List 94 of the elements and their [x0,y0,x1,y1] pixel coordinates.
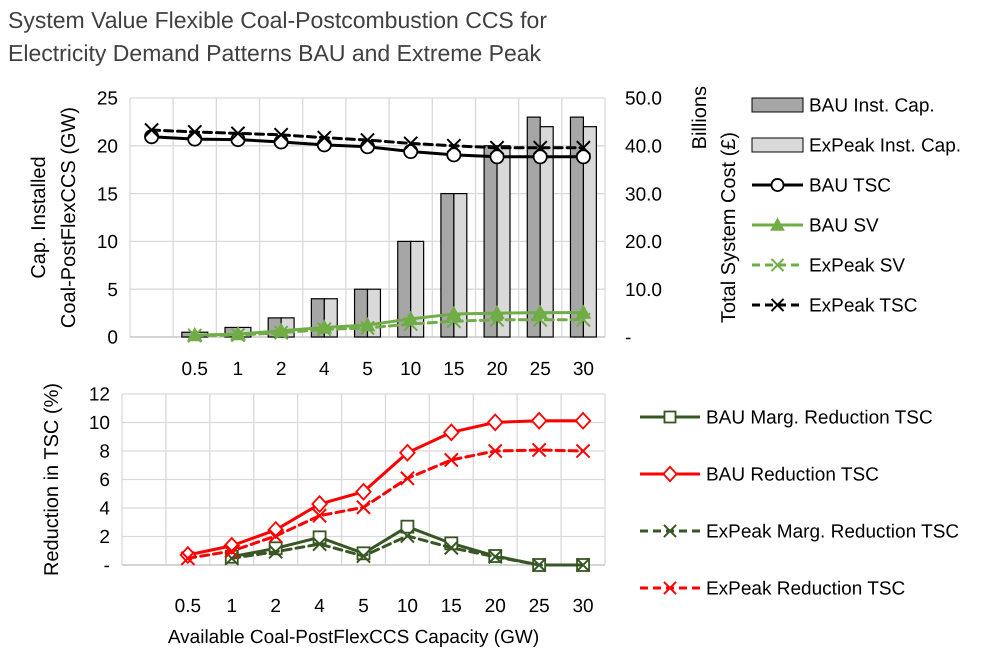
point [312,508,328,524]
y-tick-label: 5 [107,280,118,301]
y-axis-title: Cap. Installed Coal-PostFlexCCS (GW) [28,106,80,328]
point [399,444,416,462]
legend-label: BAU Marg. Reduction TSC [706,408,933,429]
x-tick-label: 2 [270,596,281,617]
y2-tick-label: 10.0 [625,280,662,301]
text: Billions [689,86,711,150]
y2-axis-title: Total System Cost (£) [718,132,740,324]
y2-tick-label: - [625,328,632,349]
y-axis-title: Reduction in TSC (%) [41,382,63,576]
point [144,122,160,138]
y-tick-label: 20 [96,136,118,158]
point [187,124,202,140]
point [316,130,332,146]
point [274,127,289,142]
y-tick-label: 2 [99,527,110,548]
point [268,528,284,544]
point [443,424,460,442]
point [316,322,332,337]
x-tick-label: 10 [396,596,418,617]
point [532,312,548,328]
y-tick-label: 6 [99,470,110,492]
y2-tick-label: 40.0 [625,136,662,158]
y2-tick-label: 30.0 [625,184,662,206]
legend-label: ExPeak Inst. Cap. [809,136,962,157]
y2-tick-label: 20.0 [625,232,662,254]
legend-label: ExPeak Marg. Reduction TSC [706,522,960,543]
point [576,312,592,328]
y-tick-label: 0 [107,328,118,349]
point [400,528,416,544]
x-tick-label: 20 [484,596,506,617]
point [446,314,462,329]
point [403,316,418,332]
y-tick-label: 10 [96,232,118,254]
y-tick-label: - [104,556,110,577]
x-tick-label: 5 [358,596,369,617]
point [230,126,246,141]
y-tick-label: 12 [88,384,110,406]
legend-label: BAU SV [809,216,880,237]
point [268,544,284,560]
point [224,543,240,559]
point [400,470,416,486]
y-tick-label: 15 [96,184,118,206]
x-tick-label: 1 [226,596,238,617]
point [312,536,328,552]
x-tick-label: 30 [572,596,594,617]
point [274,325,289,340]
x-axis-title: Available Coal-PostFlexCCS Capacity (GW) [168,627,540,648]
point [360,132,376,148]
x-tick-label: 4 [319,359,330,380]
x-tick-label: 5 [362,359,373,380]
point [355,483,372,500]
point [311,495,328,513]
x-tick-label: 2 [276,359,286,380]
x-tick-label: 4 [314,596,326,617]
x-tick-label: 25 [530,359,551,380]
point [356,500,372,515]
point [356,548,372,564]
point [360,320,376,336]
x-tick-label: 15 [440,596,462,617]
point [444,540,459,556]
chart-title: System Value Flexible Coal-Postcombustion CCS for Electricity Demand Patterns BAU and Extreme Peak [8,7,548,66]
legend-label: BAU Inst. Cap. [809,96,935,117]
x-tick-label: 20 [486,359,508,380]
legend-label: BAU Reduction TSC [706,464,879,486]
point [531,412,548,430]
x-tick-label: 0.5 [174,596,202,617]
x-tick-label: 15 [443,359,464,380]
y2-tick-label: 50.0 [625,88,662,110]
point [488,443,503,459]
y-tick-label: 8 [99,442,110,463]
point [487,414,504,432]
x-tick-label: 25 [528,596,550,617]
y-tick-label: 25 [96,88,118,110]
point [532,442,547,458]
x-tick-label: 0.5 [182,359,208,380]
point [575,443,591,459]
y-tick-label: 4 [99,498,110,520]
legend-label: ExPeak SV [809,256,906,277]
point [532,140,548,156]
point [576,140,592,156]
point [446,138,462,154]
x-tick-label: 1 [232,359,244,380]
point [403,136,418,152]
point [574,412,592,430]
legend-label: ExPeak TSC [809,296,918,317]
legend-label: BAU TSC [809,176,892,197]
x-tick-label: 10 [400,359,422,380]
x-tick-label: 30 [572,359,594,380]
point [444,452,459,468]
legend-label: ExPeak Reduction TSC [706,578,906,600]
point [489,140,505,156]
y-tick-label: 10 [88,413,110,434]
